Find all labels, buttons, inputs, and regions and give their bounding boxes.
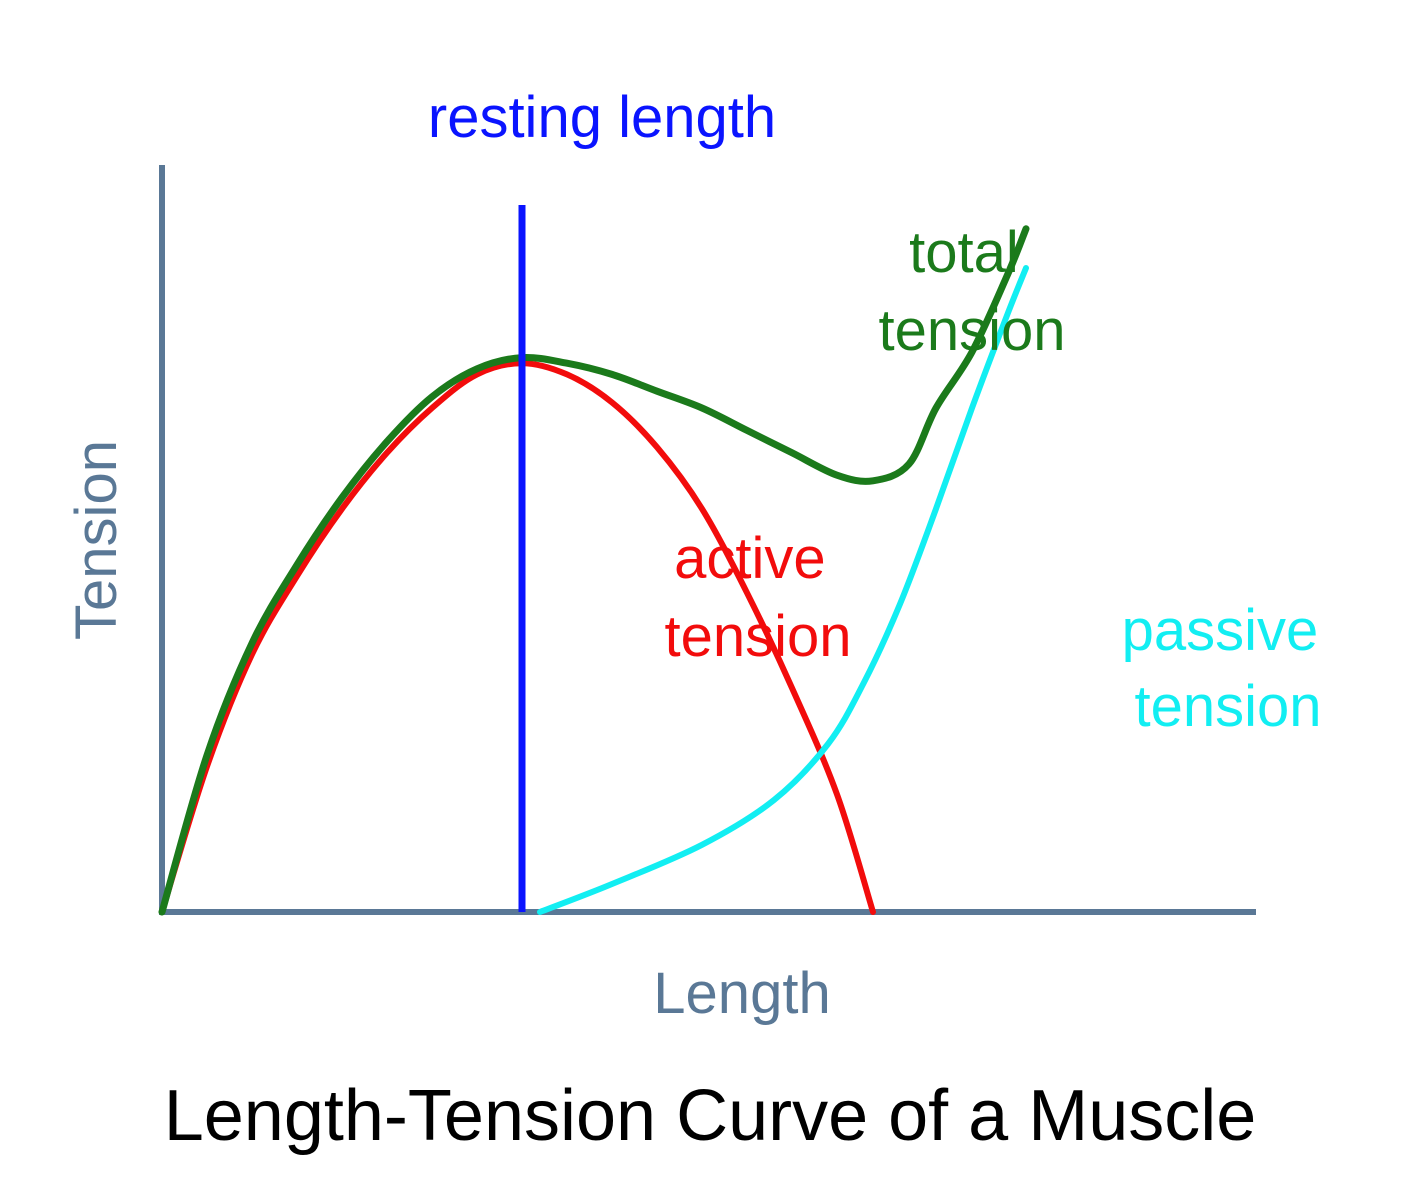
active-tension-label: active tension bbox=[664, 526, 851, 669]
chart-title: Length-Tension Curve of a Muscle bbox=[164, 1076, 1257, 1156]
passive-tension-label-line-1: passive bbox=[1122, 598, 1319, 663]
active-tension-label-line-1: active bbox=[674, 526, 826, 591]
x-axis-label: Length bbox=[653, 961, 830, 1026]
total-tension-label: total tension bbox=[878, 220, 1065, 363]
total-tension-curve bbox=[158, 225, 1030, 916]
passive-tension-label: passive tension bbox=[1122, 598, 1335, 739]
active-tension-label-line-2: tension bbox=[664, 604, 851, 669]
y-axis-label: Tension bbox=[64, 440, 129, 640]
total-tension-label-line-2: tension bbox=[878, 298, 1065, 363]
passive-tension-label-line-2: tension bbox=[1134, 674, 1321, 739]
passive-tension-curve bbox=[537, 265, 1029, 915]
resting-length-label: resting length bbox=[428, 85, 776, 150]
total-tension-label-line-1: total bbox=[909, 220, 1019, 285]
